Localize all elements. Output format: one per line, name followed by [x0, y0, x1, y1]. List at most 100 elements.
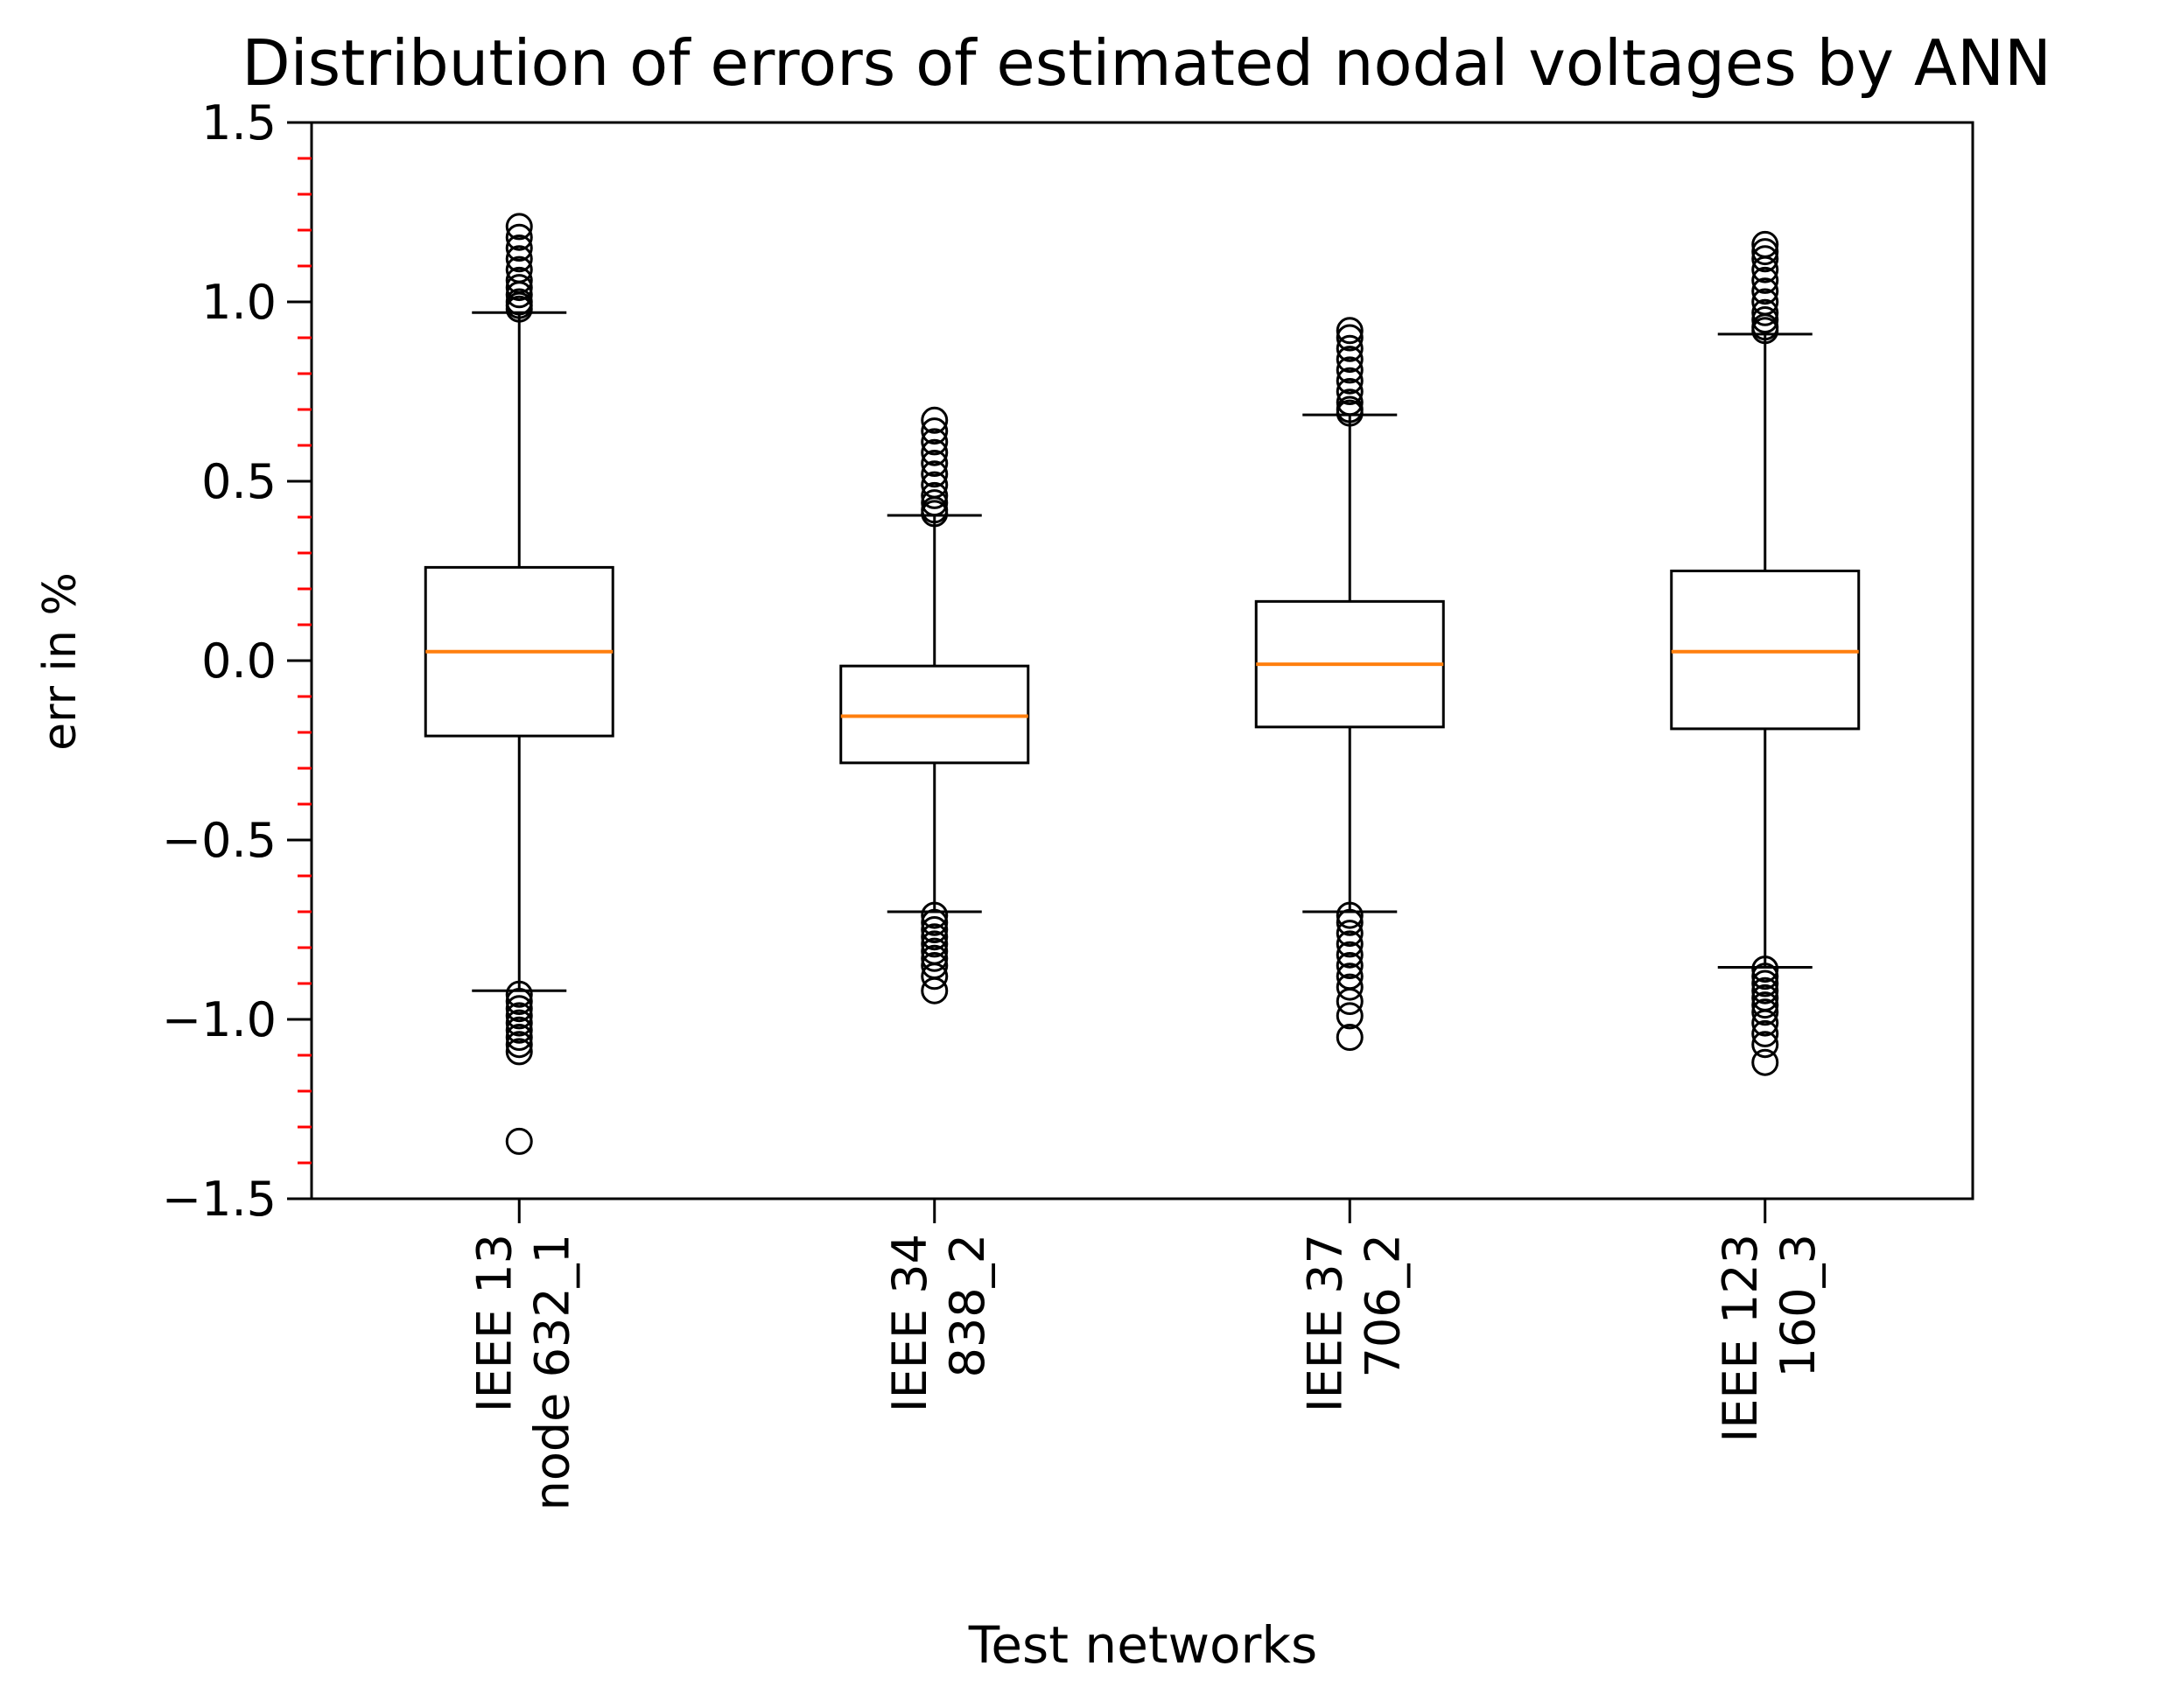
outlier-point [505, 995, 533, 1023]
outlier-point [1751, 1019, 1779, 1047]
outlier-point [505, 295, 533, 323]
x-tick-label-line2: 160_3 [1771, 1234, 1826, 1377]
x-tick-label-line2: node 632_1 [524, 1234, 579, 1510]
outlier-point [505, 980, 533, 1008]
x-tick-label-line1: IEEE 34 [882, 1234, 937, 1412]
outlier-point [1751, 298, 1779, 326]
outlier-point [1751, 1031, 1779, 1059]
outlier-point [1336, 920, 1364, 948]
outlier-point [921, 406, 949, 434]
outlier-point [1751, 317, 1779, 345]
outlier-point [921, 962, 949, 990]
iqr-box [839, 664, 1030, 765]
x-tick-label-line2: 706_2 [1355, 1234, 1410, 1377]
outlier-point [1336, 356, 1364, 384]
outlier-point [505, 1031, 533, 1059]
outlier-point [1336, 988, 1364, 1015]
outlier-point [921, 428, 949, 456]
outlier-point [921, 976, 949, 1004]
x-tick-label-line1: IEEE 37 [1297, 1234, 1352, 1412]
outlier-point [505, 1002, 533, 1030]
x-tick-label-group: IEEE 34 838_2 [882, 1234, 995, 1412]
x-tick-label-group: IEEE 37 706_2 [1297, 1234, 1410, 1412]
outlier-point [921, 908, 949, 936]
outlier-point [1751, 976, 1779, 1004]
outlier-point [505, 213, 533, 241]
outlier-point [505, 274, 533, 302]
outlier-point [1751, 256, 1779, 284]
x-tick-label-group: IEEE 123 160_3 [1713, 1234, 1826, 1443]
y-tick-label: −1.0 [162, 992, 277, 1047]
outlier-point [1751, 1048, 1779, 1076]
outlier-point [921, 460, 949, 488]
outlier-point [921, 944, 949, 972]
outlier-point [505, 223, 533, 251]
outlier-point [921, 923, 949, 951]
box-group [1254, 317, 1445, 1051]
outlier-point [921, 901, 949, 929]
x-tick-label-line1: IEEE 13 [466, 1234, 522, 1412]
outlier-point [1336, 399, 1364, 427]
box-group [839, 406, 1030, 1004]
outlier-point [921, 450, 949, 477]
y-tick-label: 0.0 [201, 634, 277, 689]
outlier-point [1336, 973, 1364, 1001]
y-tick-label: 1.5 [201, 95, 277, 150]
outlier-point [505, 234, 533, 262]
outlier-point [1751, 998, 1779, 1026]
outlier-point [505, 988, 533, 1015]
box-group [424, 213, 614, 1155]
y-tick-label: 1.0 [201, 275, 277, 330]
outlier-point [1751, 1009, 1779, 1037]
outlier-point [921, 489, 949, 517]
outlier-point [1751, 962, 1779, 990]
outlier-point [1336, 1024, 1364, 1051]
outlier-point [505, 1038, 533, 1066]
outlier-point [505, 1024, 533, 1051]
box-group [1670, 230, 1861, 1076]
outlier-point [1751, 277, 1779, 305]
outlier-point [1336, 367, 1364, 395]
outlier-point [1336, 346, 1364, 374]
outlier-point [1751, 245, 1779, 273]
x-tick-label-group: IEEE 13 node 632_1 [466, 1234, 579, 1510]
outlier-point [1336, 324, 1364, 352]
outlier-point [1751, 970, 1779, 998]
outlier-point [505, 1016, 533, 1044]
outlier-point [505, 281, 533, 309]
outlier-point [1751, 991, 1779, 1019]
outlier-point [1336, 941, 1364, 969]
y-tick-label: 0.5 [201, 454, 277, 509]
y-tick-label: −1.5 [162, 1172, 277, 1227]
outlier-point [921, 481, 949, 509]
outlier-point [1336, 388, 1364, 416]
outlier-point [1336, 952, 1364, 979]
iqr-box [1670, 570, 1861, 731]
outlier-point [1751, 956, 1779, 984]
outlier-point [1336, 1002, 1364, 1030]
outlier-point [1751, 238, 1779, 266]
y-tick-label: −0.5 [162, 813, 277, 868]
outlier-point [1751, 306, 1779, 333]
x-tick-label-line1: IEEE 123 [1713, 1234, 1768, 1443]
outlier-point [505, 1009, 533, 1037]
y-axis-label: err in % [34, 572, 87, 751]
outlier-point [1336, 317, 1364, 345]
outlier-point [921, 417, 949, 445]
chart-title: Distribution of errors of estimated noda… [242, 26, 2051, 100]
x-tick-label-line2: 838_2 [940, 1234, 995, 1377]
outlier-point [921, 438, 949, 466]
outlier-point [505, 1127, 533, 1155]
outlier-point [505, 245, 533, 273]
outlier-point [1336, 901, 1364, 929]
outlier-point [1336, 334, 1364, 362]
outlier-point [921, 500, 949, 528]
outlier-point [1751, 266, 1779, 294]
outlier-point [921, 930, 949, 958]
outlier-point [1336, 378, 1364, 405]
outlier-point [1336, 908, 1364, 936]
x-axis-label: Test networks [968, 1615, 1317, 1675]
outlier-point [921, 916, 949, 943]
outlier-point [1336, 930, 1364, 958]
